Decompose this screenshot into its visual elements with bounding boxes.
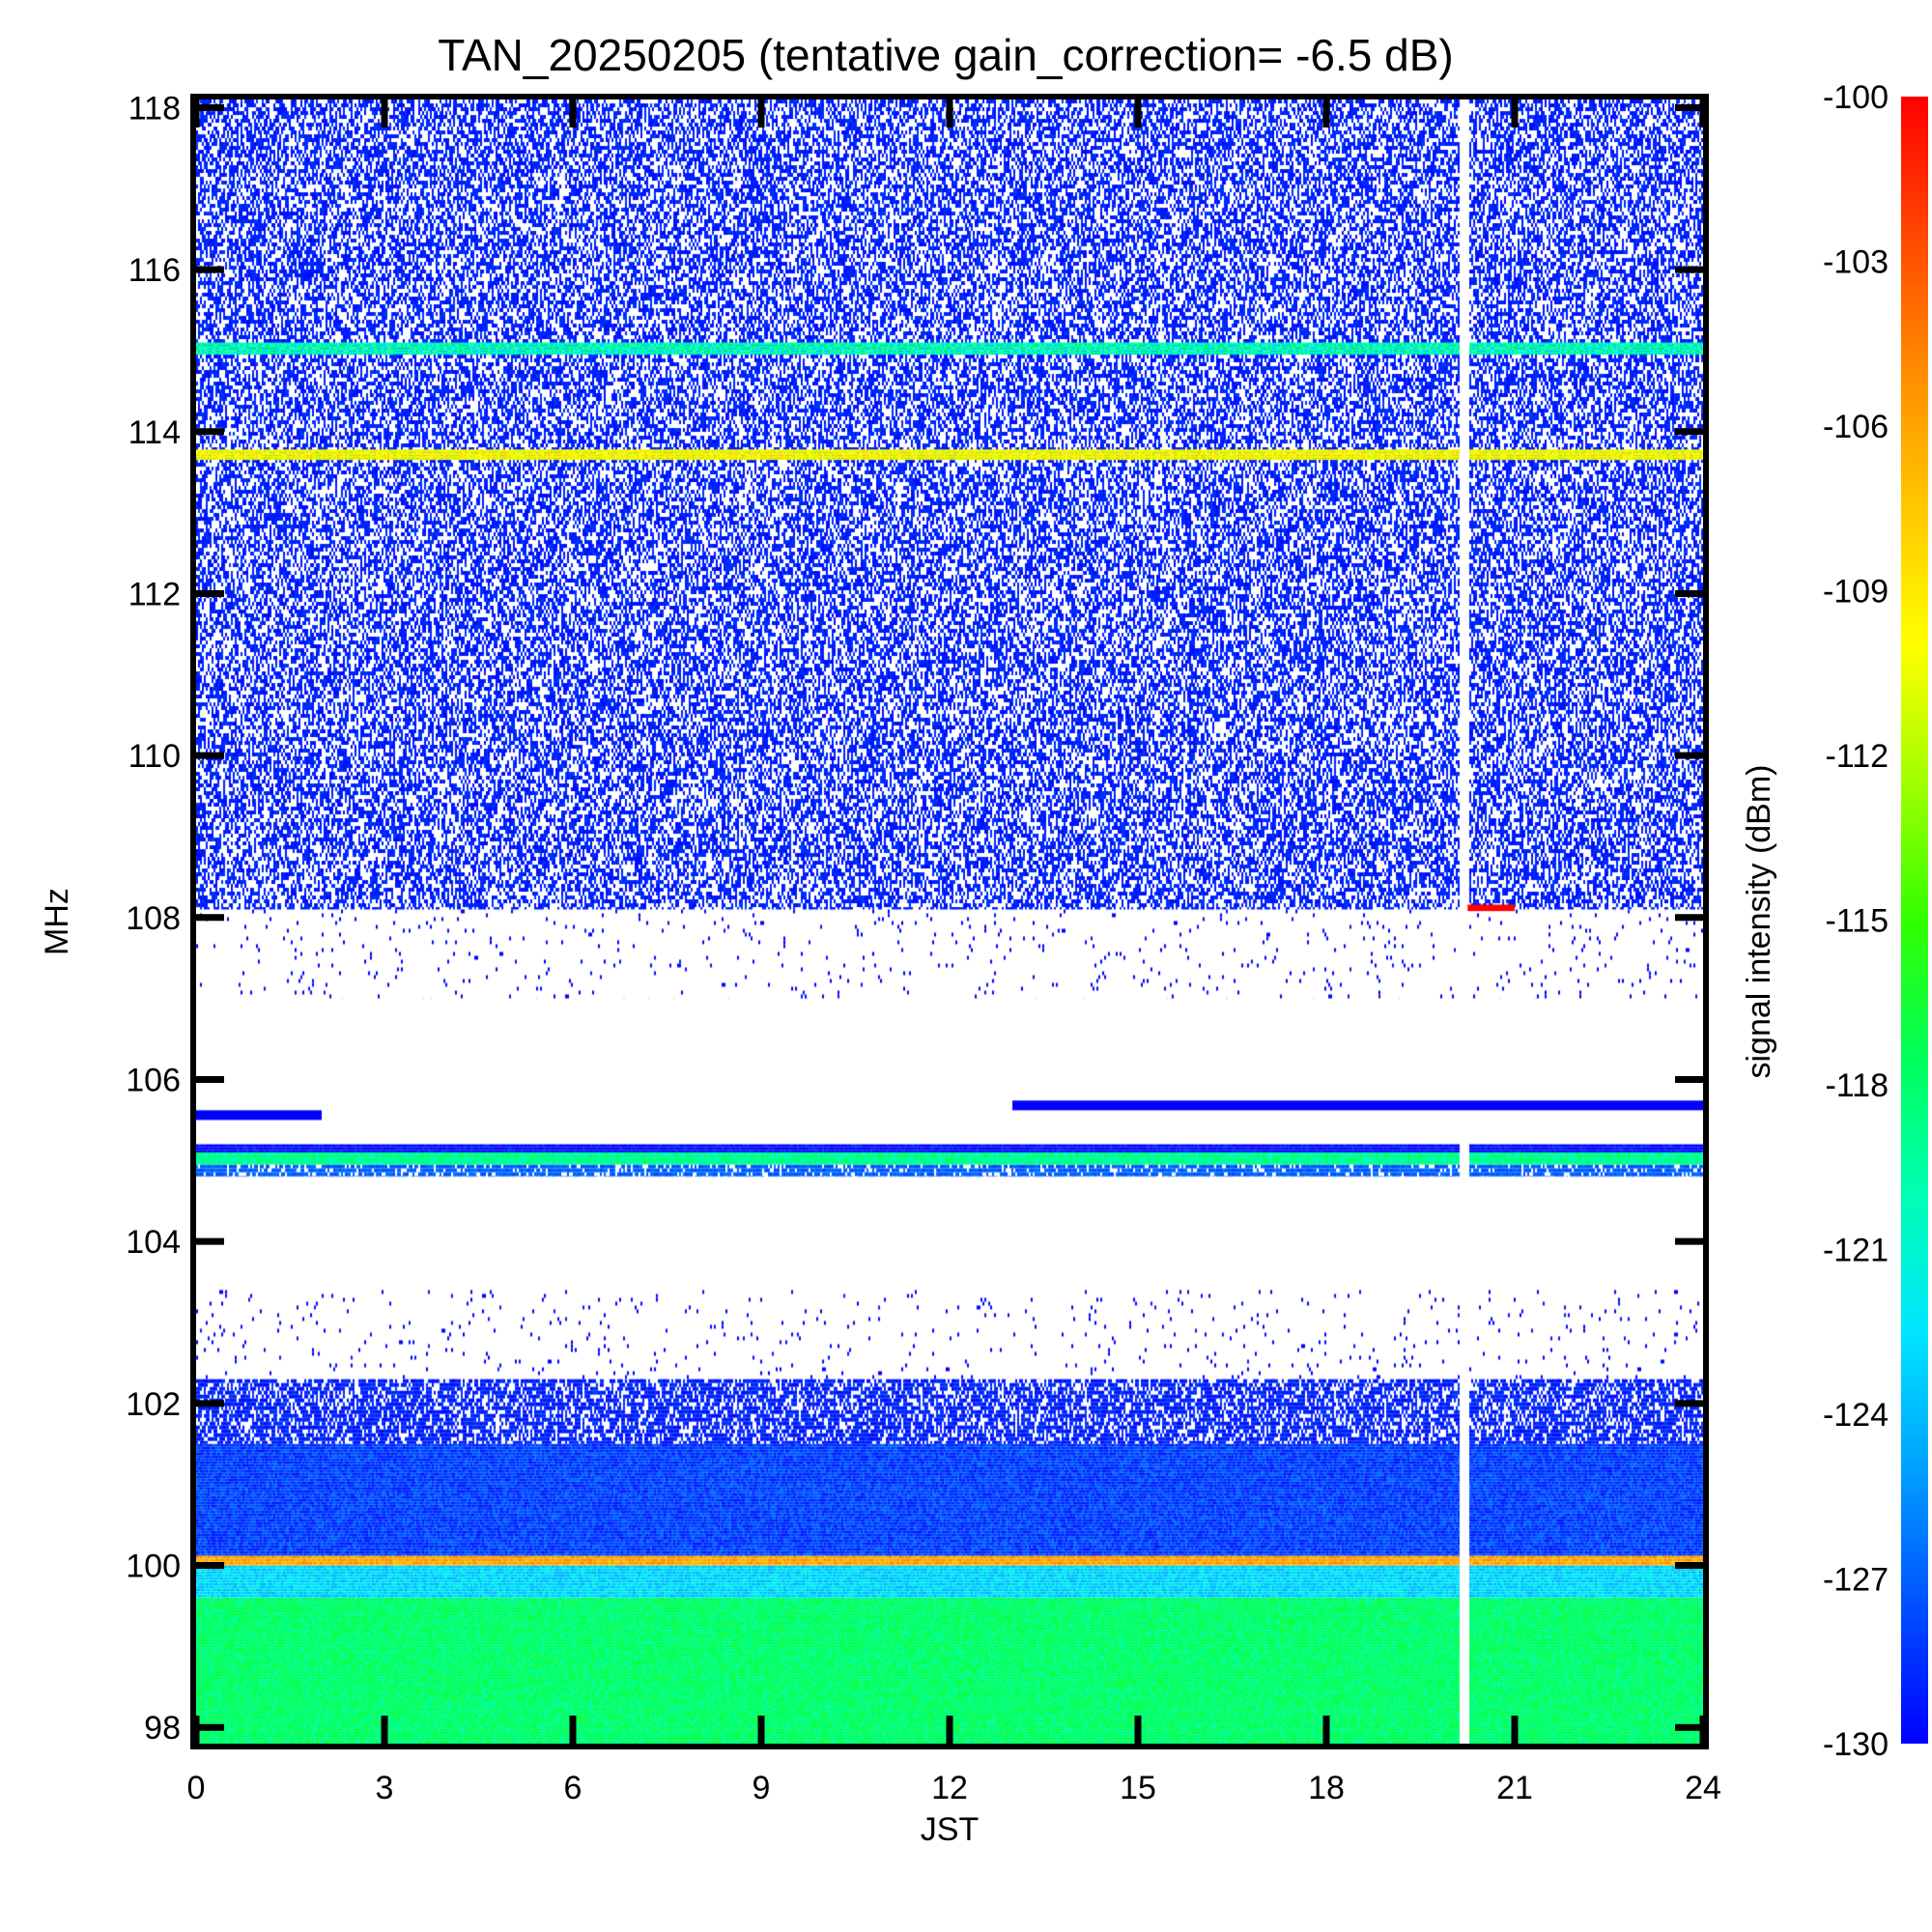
y-tick-label: 110 xyxy=(128,738,181,775)
x-tick-label: 15 xyxy=(1120,1770,1156,1806)
x-tick-label: 6 xyxy=(564,1770,582,1806)
colorbar-tick-label: -112 xyxy=(1825,738,1889,775)
colorbar-tick-label: -100 xyxy=(1823,79,1889,116)
y-tick-label: 116 xyxy=(128,252,181,289)
y-tick-label: 112 xyxy=(128,576,181,612)
x-tick-label: 9 xyxy=(753,1770,771,1806)
x-tick-label: 18 xyxy=(1308,1770,1345,1806)
y-tick-label: 108 xyxy=(126,900,181,937)
colorbar-tick-label: -130 xyxy=(1823,1726,1889,1763)
y-tick-label: 118 xyxy=(128,90,181,127)
x-tick-label: 24 xyxy=(1685,1770,1721,1806)
colorbar-tick-label: -106 xyxy=(1823,409,1889,445)
y-tick-label: 106 xyxy=(126,1062,181,1098)
y-axis-label: MHz xyxy=(39,888,75,955)
y-tick-label: 100 xyxy=(126,1548,181,1585)
colorbar-tick-label: -103 xyxy=(1823,244,1889,281)
colorbar-tick-label: -121 xyxy=(1823,1233,1889,1269)
y-tick-label: 98 xyxy=(144,1710,181,1747)
y-tick-label: 104 xyxy=(126,1224,181,1261)
x-tick-label: 12 xyxy=(931,1770,968,1806)
colorbar-label: signal intensity (dBm) xyxy=(1741,764,1777,1078)
colorbar-tick-label: -124 xyxy=(1823,1397,1889,1434)
colorbar-tick-label: -109 xyxy=(1823,574,1889,611)
heatmap-image xyxy=(196,99,1703,1744)
heatmap-plot-area xyxy=(196,99,1703,1744)
x-axis-label: JST xyxy=(921,1811,979,1848)
x-axis: 0 3 6 9 12 15 18 21 24 xyxy=(187,99,1721,1806)
colorbar-tick-label: -115 xyxy=(1825,903,1889,940)
colorbar: -100 -103 -106 -109 -112 -115 -118 -121 -124 -127… xyxy=(1823,79,1928,1763)
colorbar-tick-label: -118 xyxy=(1825,1067,1889,1104)
y-tick-label: 102 xyxy=(126,1386,181,1423)
y-axis: 98 100 102 104 106 108 110 112 114 116 118 xyxy=(126,90,1703,1747)
plot-frame xyxy=(190,94,1709,1749)
chart-title: TAN_20250205 (tentative gain_correction=… xyxy=(438,30,1453,80)
x-tick-label: 0 xyxy=(187,1770,206,1806)
colorbar-tick-label: -127 xyxy=(1823,1562,1889,1599)
y-tick-label: 114 xyxy=(128,414,181,451)
x-tick-label: 3 xyxy=(376,1770,394,1806)
x-tick-label: 21 xyxy=(1496,1770,1533,1806)
colorbar-gradient xyxy=(1901,97,1928,1744)
